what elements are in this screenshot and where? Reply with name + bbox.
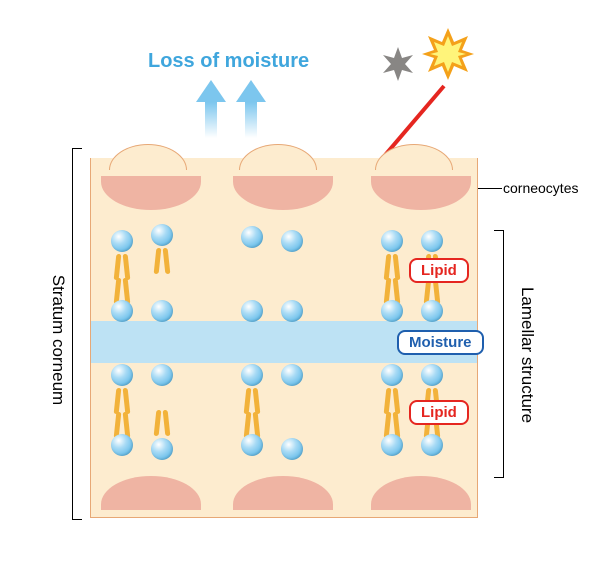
lipid-head-icon xyxy=(151,300,173,322)
surface-bump-icon xyxy=(239,144,317,170)
lipid-tag-top: Lipid xyxy=(409,258,469,283)
lamellar-structure-label: Lamellar structure xyxy=(517,287,537,423)
bracket-lamellar-icon xyxy=(494,230,504,478)
corneocyte-icon xyxy=(233,176,333,210)
lipid-head-icon xyxy=(381,434,403,456)
lipid-head-icon xyxy=(421,300,443,322)
irritant-particle-icon xyxy=(380,46,416,82)
lipid-head-icon xyxy=(111,230,133,252)
lipid-head-icon xyxy=(151,224,173,246)
lipid-tail-icon xyxy=(155,410,169,436)
corneocytes-label: corneocytes xyxy=(503,180,578,196)
loss-of-moisture-label: Loss of moisture xyxy=(148,50,309,73)
stratum-corneum-label: Stratum corneum xyxy=(48,275,68,405)
lipid-head-icon xyxy=(241,226,263,248)
lipid-tail-icon xyxy=(115,254,129,280)
uv-sun-icon xyxy=(422,28,474,80)
lipid-head-icon xyxy=(281,364,303,386)
lipid-head-icon xyxy=(381,230,403,252)
bracket-stratum-icon xyxy=(72,148,82,520)
lipid-head-icon xyxy=(111,434,133,456)
corneocyte-icon xyxy=(101,476,201,510)
lipid-head-icon xyxy=(421,230,443,252)
lipid-head-icon xyxy=(281,230,303,252)
lipid-head-icon xyxy=(281,300,303,322)
moisture-up-arrow-icon xyxy=(196,80,226,138)
diagram-stage: Loss of moisture Stratum corneum Lamella… xyxy=(0,0,600,570)
corneocyte-icon xyxy=(371,176,471,210)
lipid-tag-bottom: Lipid xyxy=(409,400,469,425)
lipid-tail-icon xyxy=(385,388,399,414)
corneocyte-icon xyxy=(101,176,201,210)
corneocyte-icon xyxy=(233,476,333,510)
lipid-tail-icon xyxy=(245,388,259,414)
lipid-head-icon xyxy=(241,434,263,456)
lipid-head-icon xyxy=(281,438,303,460)
lipid-head-icon xyxy=(381,300,403,322)
surface-bump-icon xyxy=(109,144,187,170)
moisture-tag: Moisture xyxy=(397,330,484,355)
lipid-head-icon xyxy=(421,364,443,386)
lipid-head-icon xyxy=(241,300,263,322)
moisture-up-arrow-icon xyxy=(236,80,266,138)
lipid-tail-icon xyxy=(115,388,129,414)
lipid-head-icon xyxy=(151,438,173,460)
lipid-tail-icon xyxy=(385,254,399,280)
lipid-head-icon xyxy=(421,434,443,456)
corneocyte-icon xyxy=(371,476,471,510)
lipid-head-icon xyxy=(381,364,403,386)
lipid-tail-icon xyxy=(155,248,169,274)
lipid-head-icon xyxy=(111,300,133,322)
lipid-head-icon xyxy=(151,364,173,386)
lipid-head-icon xyxy=(111,364,133,386)
lipid-head-icon xyxy=(241,364,263,386)
skin-cross-section: Lipid Moisture Lipid xyxy=(90,158,478,518)
surface-bump-icon xyxy=(375,144,453,170)
